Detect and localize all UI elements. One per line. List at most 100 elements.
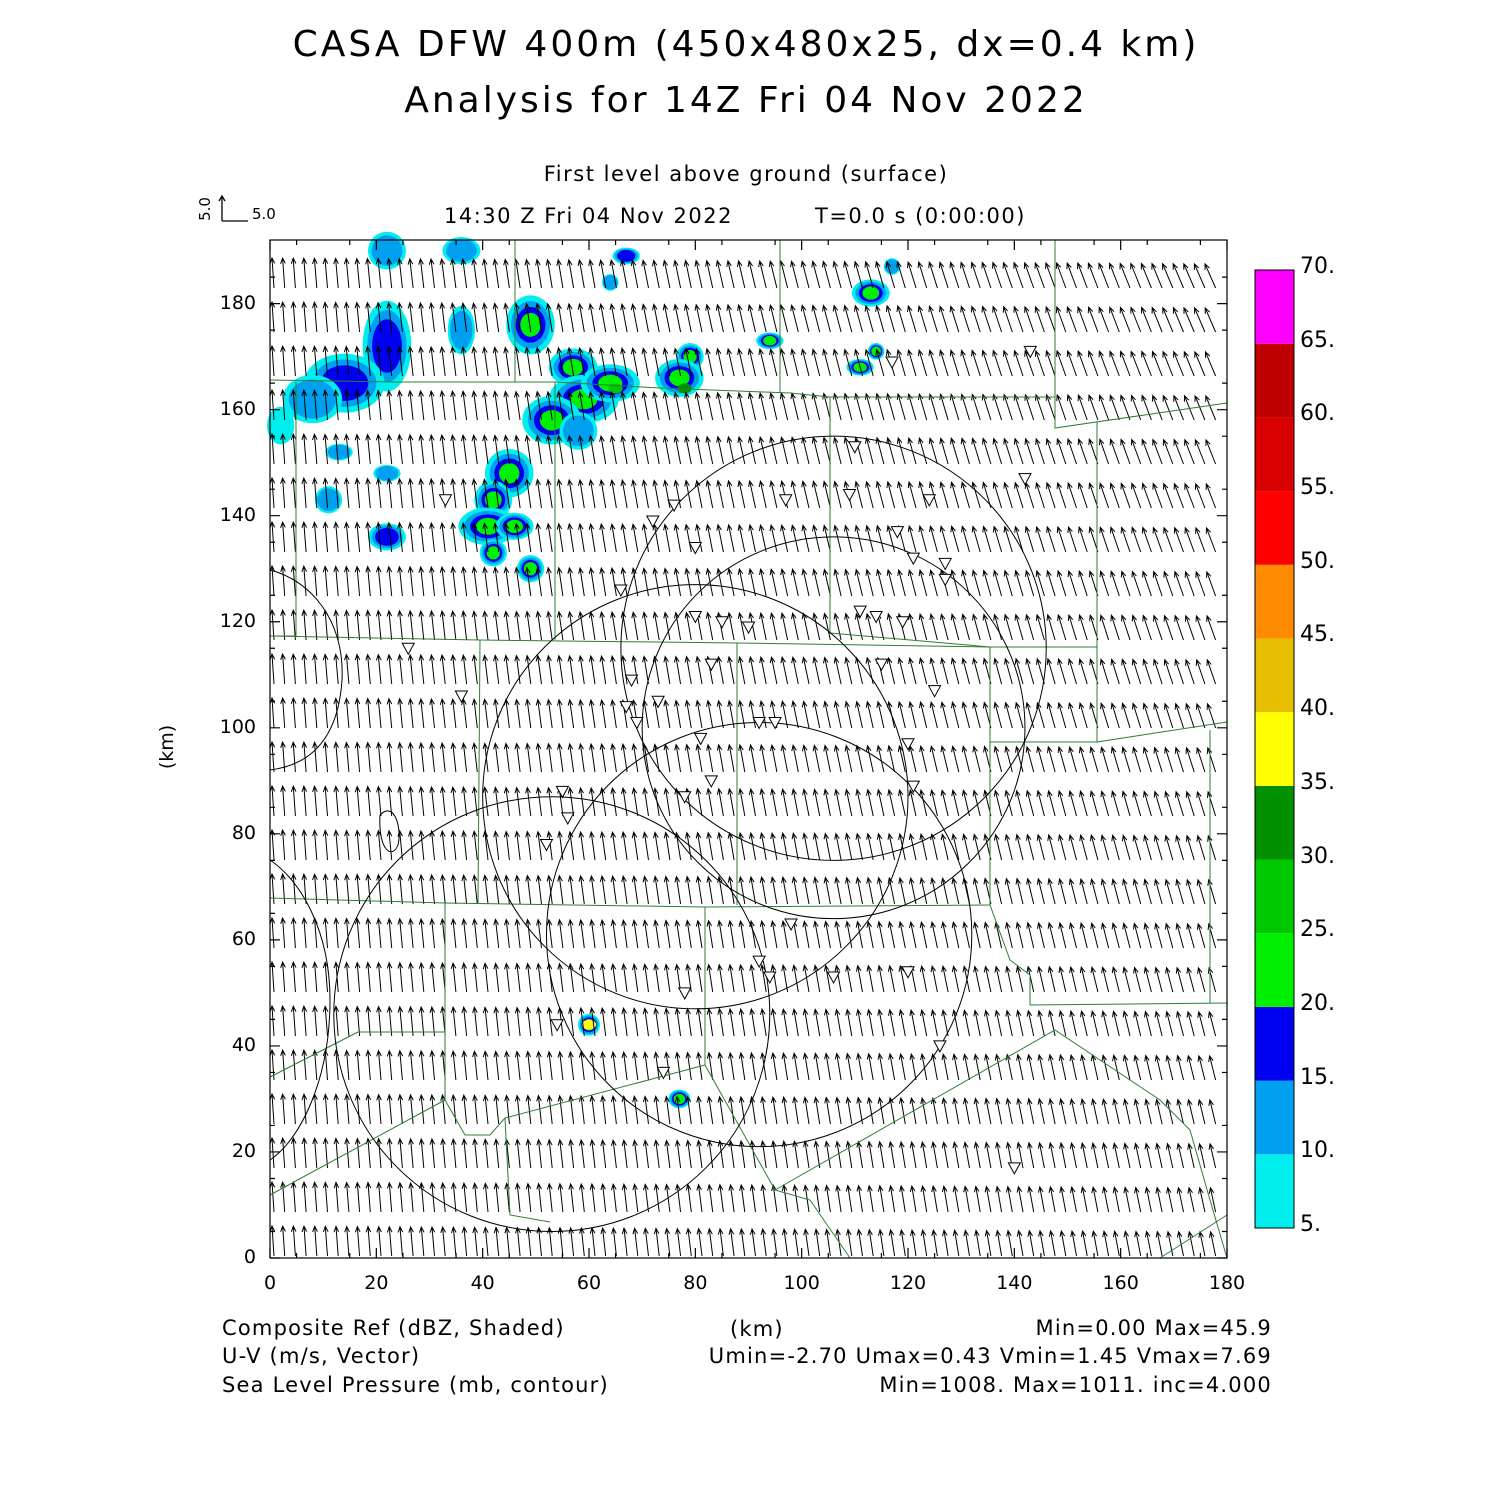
radar-range-ring (641, 536, 1026, 920)
colorbar-label: 5. (1300, 1212, 1321, 1237)
footer-stats-1: Min=0.00 Max=45.9 (1035, 1316, 1272, 1340)
county-line (269, 897, 991, 908)
station-marker (688, 610, 703, 624)
x-tick-label: 160 (1102, 1272, 1139, 1294)
station-marker (927, 685, 942, 698)
colorbar-label: 55. (1300, 475, 1335, 501)
reflectivity-core (582, 1019, 596, 1030)
county-line (444, 903, 506, 1136)
reflectivity-echo (475, 517, 501, 535)
colorbar-label: 45. (1300, 622, 1335, 648)
station-marker (853, 605, 867, 619)
colorbar-swatch (1255, 859, 1294, 934)
station-marker (826, 971, 841, 985)
colorbar-label: 40. (1300, 696, 1335, 722)
radar-range-ring (333, 796, 771, 1232)
station-marker (906, 552, 921, 566)
station-marker (768, 716, 782, 730)
station-marker (784, 918, 798, 932)
station-marker (693, 732, 708, 746)
county-boundaries (269, 240, 1228, 1259)
colorbar-swatch (1255, 933, 1294, 1007)
station-marker (922, 494, 937, 507)
station-marker (688, 542, 703, 555)
valid-time: 14:30 Z Fri 04 Nov 2022 (444, 204, 733, 228)
colorbar-swatch (1255, 270, 1294, 344)
station-marker (704, 775, 719, 788)
colorbar-swatch (1255, 491, 1294, 565)
reflectivity-echo (372, 319, 402, 373)
station-marker (885, 356, 899, 369)
footer-field-3: Sea Level Pressure (mb, contour) (222, 1373, 609, 1397)
model-time: T=0.0 s (0:00:00) (815, 204, 1026, 228)
pressure-contour (269, 859, 331, 1161)
reflectivity-echo (884, 259, 900, 274)
colorbar-label: 60. (1300, 401, 1335, 427)
pressure-contour (379, 810, 400, 853)
station-marker (614, 584, 628, 597)
colorbar-swatch (1255, 1006, 1294, 1081)
x-tick-label: 0 (263, 1272, 277, 1294)
x-axis-label: (km) (730, 1317, 784, 1341)
station-marker (438, 494, 453, 507)
reflectivity-echo (506, 519, 523, 533)
radar-range-ring (482, 584, 909, 1010)
reflectivity-echo (450, 310, 473, 350)
colorbar-border (1254, 269, 1295, 1229)
y-axis-label: (km) (156, 724, 179, 770)
station-marker (933, 1040, 947, 1053)
station-marker (842, 489, 857, 502)
y-tick-label: 0 (243, 1246, 256, 1268)
county-line (477, 639, 481, 904)
reflectivity-echo (603, 275, 618, 290)
y-tick-label: 140 (219, 503, 256, 526)
county-line (989, 647, 1228, 1006)
station-marker (938, 573, 953, 587)
y-tick-label: 100 (219, 715, 256, 738)
station-marker (651, 695, 665, 709)
reflectivity-echo (445, 239, 477, 262)
station-marker (847, 441, 862, 454)
reflectivity-echo (539, 410, 564, 431)
x-tick-label: 100 (783, 1272, 820, 1294)
station-marker (539, 838, 554, 852)
station-marker (454, 690, 469, 704)
colorbar-label: 20. (1300, 990, 1335, 1016)
reflectivity-echo (375, 466, 399, 481)
reflectivity-echo (617, 249, 636, 262)
county-line (269, 1099, 446, 1196)
county-line (774, 1189, 851, 1259)
station-marker (667, 499, 681, 513)
vector-key-u-label: 5.0 (252, 205, 276, 223)
reflectivity-echo (673, 1093, 686, 1105)
county-line (269, 1031, 445, 1078)
y-tick-label: 20 (231, 1139, 256, 1162)
station-marker (906, 780, 921, 794)
reflectivity-echo (486, 546, 500, 560)
y-tick-label: 60 (231, 927, 256, 950)
x-tick-label: 80 (683, 1272, 708, 1294)
y-tick-label: 80 (231, 821, 256, 844)
x-tick-label: 60 (576, 1272, 602, 1294)
colorbar-swatch (1255, 343, 1294, 418)
station-marker (895, 616, 910, 629)
x-tick-label: 20 (364, 1272, 389, 1294)
y-tick-label: 120 (219, 609, 256, 632)
y-tick-label: 160 (219, 397, 256, 420)
station-marker (677, 987, 692, 1000)
colorbar-label: 35. (1300, 769, 1335, 795)
station-markers (401, 345, 1038, 1175)
axis-ticks (269, 240, 1228, 1259)
station-marker (555, 785, 570, 799)
station-marker (901, 738, 915, 751)
footer-field-1: Composite Ref (dBZ, Shaded) (222, 1316, 565, 1340)
station-marker (762, 971, 777, 985)
county-line (1096, 422, 1228, 743)
county-line (704, 1029, 1228, 1259)
vector-key: 5.0 5.0 (196, 192, 298, 228)
colorbar (1254, 269, 1295, 1229)
station-marker (656, 1066, 671, 1080)
reflectivity-echo (669, 369, 690, 387)
colorbar-swatch (1255, 1154, 1294, 1228)
